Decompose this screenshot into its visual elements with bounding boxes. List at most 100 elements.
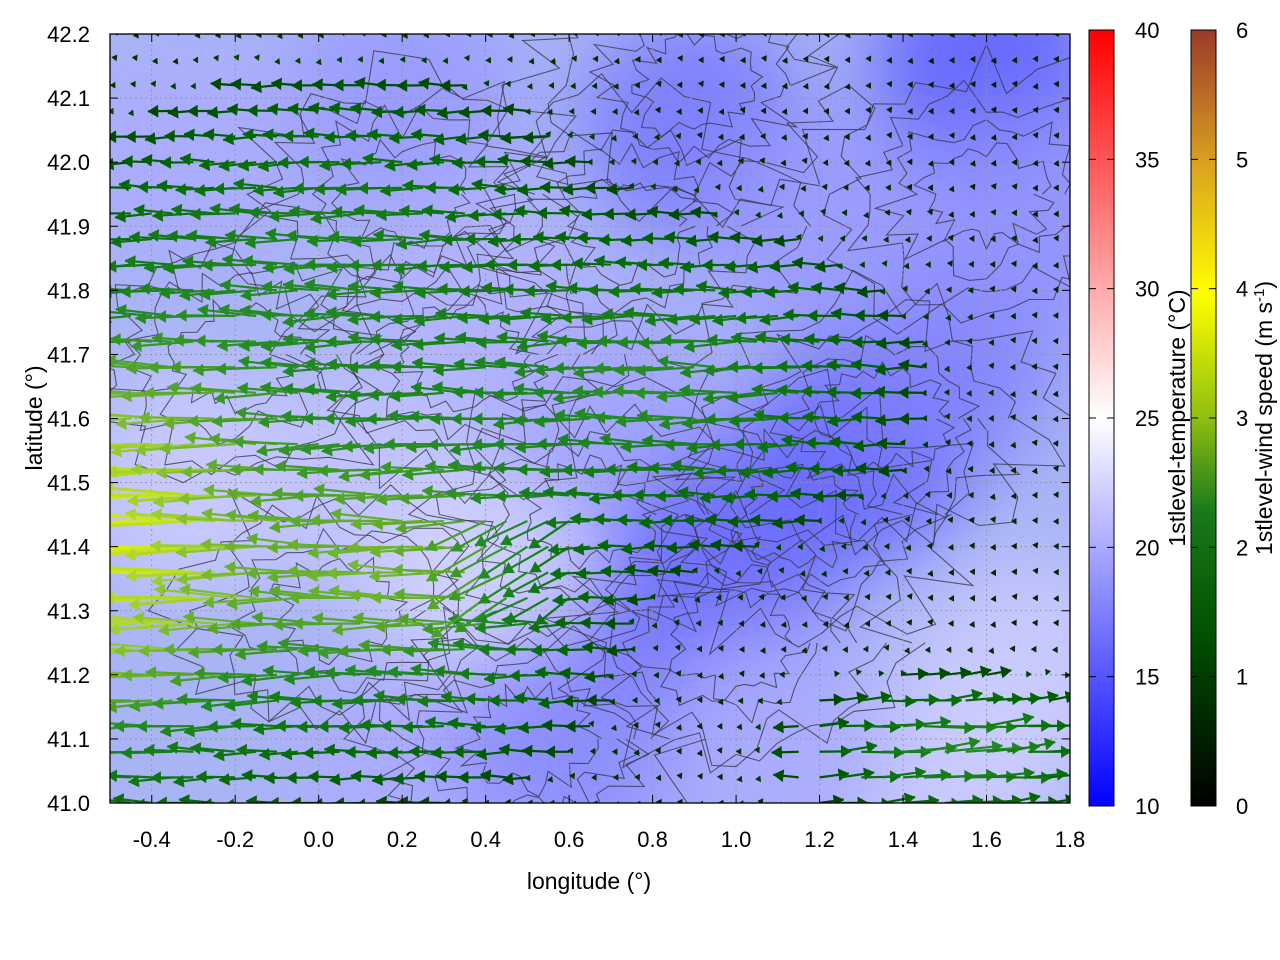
wind-vector-head (445, 487, 457, 501)
wind-vector-head (251, 611, 263, 625)
wind-vector (735, 311, 778, 325)
wind-vector-head (478, 312, 490, 326)
wind-vector-head (86, 770, 96, 782)
wind-vector-head (1009, 363, 1016, 371)
wind-vector-head (110, 465, 117, 479)
wind-vector-head (408, 745, 420, 758)
wind-vector (517, 721, 549, 735)
wind-vector-head (152, 697, 164, 710)
wind-vector (112, 793, 152, 803)
wind-vector-head (579, 616, 591, 630)
wind-vector-head (216, 338, 228, 352)
wind-vector-head (290, 796, 301, 803)
wind-vector (1032, 236, 1038, 244)
wind-vector-head (802, 82, 809, 90)
wind-vector-head (321, 443, 333, 457)
wind-vector-head (885, 159, 892, 167)
wind-vector-head (691, 567, 698, 574)
wind-vector (823, 82, 830, 90)
wind-vector-head (803, 332, 815, 346)
wind-vector-head (844, 56, 851, 64)
wind-vector-head (928, 34, 934, 38)
wind-vector-head (430, 746, 442, 760)
wind-vector-shaft (178, 494, 257, 501)
wind-vector-head (718, 286, 730, 299)
wind-vector (603, 207, 632, 221)
wind-vector (690, 205, 716, 219)
wind-vector-head (373, 689, 385, 703)
wind-vector (988, 647, 995, 655)
wind-vector (227, 798, 257, 803)
wind-vector-head (504, 80, 511, 88)
wind-vector (369, 332, 424, 346)
wind-vector-head (398, 204, 410, 218)
wind-vector (832, 464, 862, 478)
wind-vector-head (822, 159, 829, 167)
wind-vector-head (802, 107, 809, 115)
wind-vector-head (218, 303, 230, 317)
wind-vector-head (966, 313, 973, 321)
wind-vector (303, 382, 361, 396)
wind-vector-shaft (110, 495, 111, 497)
wind-vector (716, 722, 723, 730)
wind-vector-head (842, 567, 849, 575)
wind-vector-head (478, 592, 492, 604)
contour-line (612, 368, 975, 657)
wind-vector (670, 459, 716, 473)
wind-vector (944, 688, 983, 702)
wind-vector-head (99, 746, 109, 758)
wind-vector-head (192, 56, 199, 64)
wind-vector (110, 619, 152, 626)
wind-vector-head (735, 184, 742, 192)
wind-vector-head (917, 667, 929, 681)
wind-vector-head (927, 133, 934, 141)
wind-vector-head (184, 431, 196, 445)
wind-vector-head (604, 617, 616, 631)
wind-vector-shaft (332, 622, 403, 632)
wind-vector (504, 596, 549, 624)
wind-vector-head (581, 641, 594, 654)
wind-vector-head (990, 57, 997, 65)
wind-vector-head (927, 570, 934, 577)
wind-vector-head (989, 621, 996, 629)
wind-vector-head (696, 749, 703, 757)
wind-vector (646, 205, 674, 219)
wind-vector (110, 622, 131, 627)
wind-vector (947, 516, 954, 524)
wind-vector-head (685, 234, 697, 248)
wind-vector (153, 583, 236, 600)
wind-vector-head (904, 236, 911, 244)
wind-vector-head (427, 637, 439, 651)
wind-vector (751, 383, 799, 397)
wind-vector (647, 564, 674, 578)
wind-vector-head (120, 389, 132, 403)
wind-vector (1010, 285, 1017, 293)
wind-vector (629, 645, 636, 653)
wind-vector-head (58, 382, 69, 394)
wind-vector-head (368, 358, 380, 372)
wind-vector-head (863, 569, 870, 577)
wind-vector-head (884, 209, 891, 217)
wind-vector (120, 746, 173, 760)
wind-vector-head (521, 744, 533, 758)
x-tick-label: 0.2 (387, 827, 418, 852)
wind-vector-head (86, 132, 91, 138)
wind-vector (839, 235, 846, 242)
wind-vector-head (197, 303, 209, 317)
wind-vector-head (897, 386, 909, 400)
wind-vector-head (561, 463, 573, 477)
wind-vector-head (450, 412, 462, 426)
wind-vector-head (178, 794, 190, 803)
wind-vector (534, 597, 570, 626)
wind-vector-head (502, 586, 516, 598)
wind-vector-head (350, 769, 362, 783)
wind-vector-head (150, 80, 156, 88)
wind-vector-head (147, 104, 159, 118)
wind-vector (660, 333, 716, 347)
wind-vector (966, 313, 973, 321)
wind-vector-head (1010, 466, 1017, 474)
wind-vector (402, 720, 444, 734)
wind-vector (569, 772, 575, 780)
